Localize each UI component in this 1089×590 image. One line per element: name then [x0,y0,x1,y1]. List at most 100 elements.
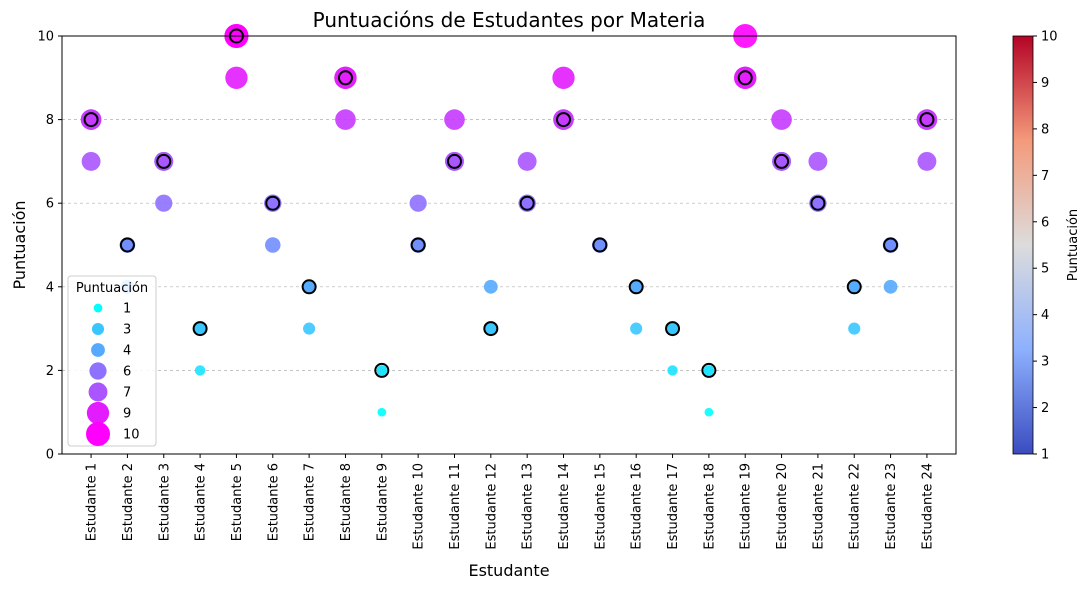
x-tick-label: Estudante 2 [121,463,136,541]
legend: Puntuación 1 3 4 6 7 9 10 [67,275,157,447]
data-point [155,194,173,212]
highlight-ring [83,112,99,128]
data-point [882,237,899,253]
legend-marker [91,343,105,357]
highlight-ring [446,153,462,169]
x-tick-label: Estudante 10 [412,463,427,550]
highlight-ring [701,362,717,378]
data-point [630,322,643,335]
data-point [376,365,388,376]
data-point [410,237,426,253]
legend-label: 4 [123,344,131,359]
x-tick-label: Estudante 16 [630,463,645,550]
data-point [883,279,898,294]
y-tick-label: 0 [46,448,54,463]
highlight-ring [156,153,172,169]
x-tick-label: Estudante 17 [666,463,681,550]
legend-label: 6 [123,365,131,380]
highlight-ring [410,237,426,253]
data-point [667,365,678,376]
data-point [552,66,575,89]
x-tick-label: Estudante 13 [521,463,536,550]
highlight-ring [737,70,753,86]
colorbar-tick-label: 6 [1041,215,1049,230]
y-tick-label: 8 [46,113,54,128]
highlight-ring [483,321,499,337]
legend-marker [86,401,110,425]
colorbar: 1 2 3 4 5 6 7 8 9 10 [1012,30,1058,463]
highlight-ring [883,237,899,253]
data-point [81,151,101,171]
data-point [704,407,714,417]
data-point [771,109,792,130]
legend-label: 10 [123,428,140,443]
colorbar-tick-label: 1 [1041,448,1049,463]
chart-title: Puntuacións de Estudantes por Materia [313,8,706,32]
x-tick-label: Estudante 12 [484,463,499,550]
data-point [194,365,206,376]
y-tick-label: 2 [46,364,54,379]
highlighted-points [83,28,935,378]
data-point [335,109,356,130]
highlight-ring [774,153,790,169]
data-point [225,66,248,89]
x-tick-label: Estudante 23 [884,463,899,550]
data-point [483,279,498,294]
highlight-ring [192,321,208,337]
x-tick-label: Estudante 14 [557,463,572,550]
colorbar-tick-label: 3 [1041,355,1049,370]
data-point [377,407,387,417]
x-tick-label: Estudante 7 [303,463,318,541]
data-point [194,322,207,335]
data-point [119,237,136,253]
highlight-ring [337,70,353,86]
data-point [444,109,465,130]
colorbar-tick-label: 2 [1041,401,1049,416]
y-axis-label: Puntuación [10,200,29,289]
data-point [334,66,357,89]
data-point [484,322,497,335]
data-point [703,365,715,376]
highlight-ring [519,195,535,211]
x-tick-label: Estudante 6 [266,463,281,541]
data-point [734,66,757,89]
highlight-ring [919,112,935,128]
legend-marker [93,303,103,313]
legend-label: 1 [123,302,131,317]
x-tick-label: Estudante 9 [375,463,390,541]
highlight-ring [265,195,281,211]
colorbar-tick-label: 9 [1041,76,1049,91]
data-point [847,279,862,294]
x-tick-label: Estudante 3 [157,463,172,541]
colorbar-label: Puntuación [1066,209,1081,281]
highlight-ring [846,279,862,295]
data-point [517,151,537,171]
data-point [265,237,281,253]
y-axis: 0 2 4 6 8 10 [37,30,62,463]
x-axis: Estudante 1 Estudante 2 Estudante 3 Estudan… [85,454,935,550]
data-point [303,322,316,335]
data-point [808,151,828,171]
data-point [409,194,427,212]
plot-frame [61,35,957,455]
x-tick-label: Estudante 22 [848,463,863,550]
x-tick-label: Estudante 11 [448,463,463,550]
legend-marker [91,322,105,336]
data-point [592,237,608,253]
x-tick-label: Estudante 19 [739,463,754,550]
highlight-ring [810,195,826,211]
data-point [629,279,644,294]
colorbar-tick-label: 8 [1041,122,1049,137]
legend-marker [88,382,108,402]
x-tick-label: Estudante 1 [85,463,100,541]
data-points [80,24,938,417]
data-point [666,322,679,335]
x-tick-label: Estudante 18 [702,463,717,550]
data-point [302,279,317,294]
highlight-ring [556,112,572,128]
legend-label: 3 [123,323,131,338]
y-tick-label: 10 [37,30,54,45]
legend-label: 9 [123,407,131,422]
data-point [848,322,861,335]
